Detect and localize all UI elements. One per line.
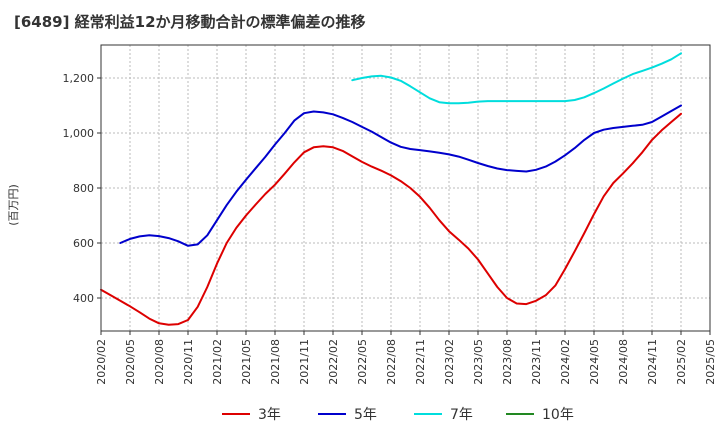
x-tick-label: 2020/05 [124, 339, 137, 385]
legend-label: 7年 [450, 407, 473, 423]
legend-label: 5年 [354, 407, 377, 423]
series-line-3年 [100, 112, 682, 326]
series-line-7年 [351, 52, 682, 105]
x-tick-label: 2023/08 [501, 339, 514, 385]
legend-label: 3年 [258, 407, 281, 423]
grid [100, 45, 711, 331]
x-tick-label: 2020/02 [95, 339, 108, 385]
x-tick-label: 2024/11 [646, 339, 659, 385]
x-tick-label: 2021/08 [269, 339, 282, 385]
x-tick-label: 2021/05 [240, 339, 253, 385]
y-tick-label: 400 [73, 292, 94, 305]
x-tick-label: 2021/11 [298, 339, 311, 385]
legend: 3年 5年 7年 10年 [222, 407, 574, 423]
y-ticks: 400 600 800 1,000 1,200 [63, 72, 101, 305]
y-axis-label: (百万円) [7, 184, 20, 226]
x-tick-label: 2023/05 [472, 339, 485, 385]
x-tick-label: 2023/11 [530, 339, 543, 385]
x-tick-label: 2022/05 [356, 339, 369, 385]
legend-label: 10年 [542, 407, 574, 423]
y-tick-label: 800 [73, 182, 94, 195]
x-tick-label: 2022/11 [414, 339, 427, 385]
x-ticks: 2020/02 2020/05 2020/08 2020/11 2021/02 2021/… [95, 331, 717, 385]
series-line-5年 [119, 104, 682, 247]
x-tick-label: 2025/02 [675, 339, 688, 385]
x-tick-label: 2020/08 [153, 339, 166, 385]
x-tick-label: 2022/02 [327, 339, 340, 385]
series-layer [100, 52, 682, 326]
y-tick-label: 1,200 [63, 72, 95, 85]
x-tick-label: 2024/05 [588, 339, 601, 385]
y-tick-label: 600 [73, 237, 94, 250]
y-tick-label: 1,000 [63, 127, 95, 140]
x-tick-label: 2024/02 [559, 339, 572, 385]
x-tick-label: 2020/11 [182, 339, 195, 385]
chart-title: [6489] 経常利益12か月移動合計の標準偏差の推移 [14, 13, 366, 31]
x-tick-label: 2024/08 [617, 339, 630, 385]
x-tick-label: 2021/02 [211, 339, 224, 385]
x-tick-label: 2025/05 [704, 339, 717, 385]
x-tick-label: 2022/08 [385, 339, 398, 385]
x-tick-label: 2023/02 [443, 339, 456, 385]
